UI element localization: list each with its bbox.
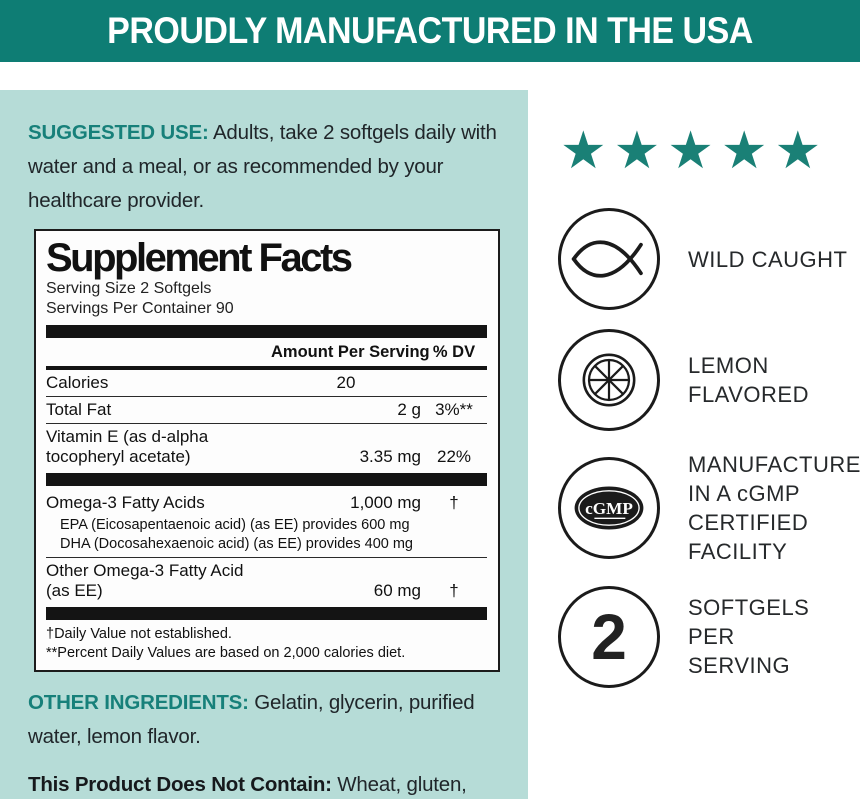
suggested-use-text: Adults, take 2 softgels daily with water… <box>28 121 497 212</box>
lemon-icon <box>558 329 660 432</box>
table-row: Omega-3 Fatty Acids 1,000 mg † <box>46 490 487 516</box>
feature-softgels-per-serving: 2 SOFTGELS PER SERVING <box>558 585 860 688</box>
suggested-use-label: SUGGESTED USE: <box>28 121 209 144</box>
feature-wild-caught: WILD CAUGHT <box>558 208 860 311</box>
row-amount: 20 <box>336 373 356 393</box>
label-info-panel: SUGGESTED USE: Adults, take 2 softgels d… <box>0 90 528 799</box>
star-icon: ★ <box>720 122 775 180</box>
does-not-contain-paragraph: This Product Does Not Contain: Wheat, gl… <box>28 768 502 799</box>
star-icon: ★ <box>613 122 668 180</box>
facts-footnotes: †Daily Value not established. **Percent … <box>46 625 487 662</box>
cgmp-badge-text: cGMP <box>585 499 633 518</box>
table-row: Calories 20 <box>46 366 487 396</box>
row-dv: † <box>449 493 459 513</box>
row-name: Omega-3 Fatty Acids <box>46 493 205 513</box>
suggested-use-paragraph: SUGGESTED USE: Adults, take 2 softgels d… <box>28 116 502 217</box>
feature-list: WILD CAUGHT LEMON FLAVORE <box>528 208 860 688</box>
feature-badges-column: ★★★★★ WILD CAUGHT <box>528 90 860 799</box>
row-name: Other Omega-3 Fatty Acid (as EE) <box>46 561 244 601</box>
row-amount: 60 mg <box>373 581 421 601</box>
facts-divider-bar <box>46 607 487 621</box>
fish-icon <box>558 208 660 311</box>
five-star-rating: ★★★★★ <box>528 120 860 182</box>
dha-sub-row: DHA (Docosahexaenoic acid) (as EE) provi… <box>60 536 413 553</box>
table-row: Vitamin E (as d-alpha tocopheryl acetate… <box>46 423 487 470</box>
other-ingredients-text: Gelatin, glycerin, purified water, lemon… <box>28 691 475 749</box>
row-name: Calories <box>46 373 109 393</box>
two-circle-icon: 2 <box>558 585 660 688</box>
facts-header-row: Amount Per Serving % DV <box>46 341 487 366</box>
row-dv: 3%** <box>435 400 473 420</box>
footnote-percent-dv: **Percent Daily Values are based on 2,00… <box>46 644 406 661</box>
row-name: Total Fat <box>46 400 112 420</box>
supplement-facts-title: Supplement Facts <box>46 236 353 281</box>
cgmp-badge-icon: cGMP <box>558 457 660 560</box>
row-amount: 1,000 mg <box>350 493 421 513</box>
row-dv: † <box>449 581 459 601</box>
serving-size: Serving Size 2 Softgels <box>46 280 212 298</box>
star-icon: ★ <box>667 122 721 180</box>
facts-header-amount: Amount Per Serving <box>271 343 430 362</box>
feature-lemon-flavored: LEMON FLAVORED <box>558 329 860 432</box>
other-ingredients-label: OTHER INGREDIENTS: <box>28 691 249 715</box>
table-row: Total Fat 2 g 3%** <box>46 396 487 423</box>
star-icon: ★ <box>774 122 829 180</box>
row-name: Vitamin E (as d-alpha tocopheryl acetate… <box>46 427 209 467</box>
feature-label: MANUFACTURED IN A cGMP CERTIFIED FACILIT… <box>688 452 860 565</box>
feature-label: SOFTGELS PER SERVING <box>688 594 810 679</box>
row-amount: 2 g <box>397 400 421 420</box>
table-row: Other Omega-3 Fatty Acid (as EE) 60 mg † <box>46 557 487 604</box>
feature-label: LEMON FLAVORED <box>688 353 809 408</box>
usa-banner-text: PROUDLY MANUFACTURED IN THE USA <box>107 9 753 51</box>
other-ingredients-paragraph: OTHER INGREDIENTS: Gelatin, glycerin, pu… <box>28 686 502 754</box>
supplement-facts-panel: Supplement Facts Serving Size 2 Softgels… <box>34 229 500 673</box>
feature-cgmp: cGMP MANUFACTURED IN A cGMP CERTIFIED FA… <box>558 450 860 566</box>
facts-header-dv: % DV <box>432 343 476 362</box>
footnote-daily-value: †Daily Value not established. <box>46 626 232 643</box>
row-dv: 22% <box>436 447 472 467</box>
feature-label: WILD CAUGHT <box>688 246 848 272</box>
softgel-count: 2 <box>591 600 627 673</box>
star-icon: ★ <box>559 122 614 180</box>
facts-divider-bar <box>46 473 487 487</box>
does-not-contain-text: Wheat, gluten, dairy, corn, eggs, tree n… <box>337 772 467 796</box>
epa-sub-row: EPA (Eicosapentaenoic acid) (as EE) prov… <box>60 517 410 534</box>
row-amount: 3.35 mg <box>359 447 421 467</box>
does-not-contain-label: This Product Does Not Contain: <box>28 772 332 796</box>
usa-banner: PROUDLY MANUFACTURED IN THE USA <box>0 0 860 62</box>
facts-divider-bar <box>46 325 487 339</box>
servings-per-container: Servings Per Container 90 <box>46 299 234 317</box>
